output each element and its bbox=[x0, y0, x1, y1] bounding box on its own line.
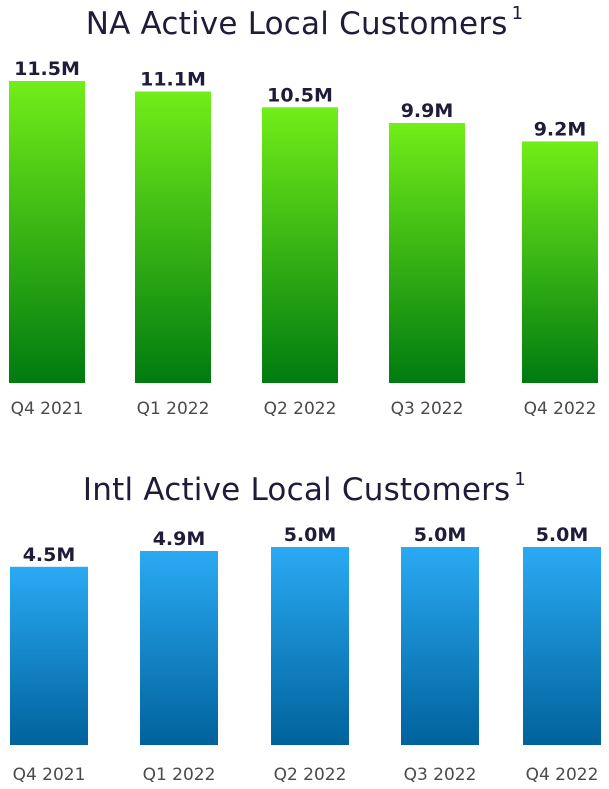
intl-bar-1 bbox=[140, 550, 218, 745]
na-bar-4 bbox=[522, 141, 598, 383]
intl-bar-0 bbox=[10, 566, 88, 745]
na-value-label-0: 11.5M bbox=[14, 58, 80, 80]
na-category-label-2: Q2 2022 bbox=[264, 399, 337, 419]
intl-chart-title: Intl Active Local Customers 1 bbox=[0, 468, 609, 508]
na-value-label-1: 11.1M bbox=[140, 69, 206, 91]
intl-category-label-1: Q1 2022 bbox=[143, 765, 216, 785]
intl-bar-4 bbox=[523, 547, 601, 745]
na-category-label-1: Q1 2022 bbox=[137, 399, 210, 419]
intl-value-label-2: 5.0M bbox=[284, 524, 337, 546]
na-chart-title: NA Active Local Customers 1 bbox=[0, 2, 609, 42]
intl-value-label-4: 5.0M bbox=[536, 524, 589, 546]
intl-value-label-0: 4.5M bbox=[23, 544, 76, 566]
intl-bar-3 bbox=[401, 547, 479, 745]
intl-value-label-3: 5.0M bbox=[414, 524, 467, 546]
na-bar-1 bbox=[135, 91, 211, 384]
na-bar-3 bbox=[389, 123, 465, 383]
na-category-label-4: Q4 2022 bbox=[524, 399, 597, 419]
na-bar-2 bbox=[262, 107, 338, 384]
na-category-label-3: Q3 2022 bbox=[391, 399, 464, 419]
intl-chart-title-text: Intl Active Local Customers bbox=[82, 472, 511, 508]
na-chart-title-text: NA Active Local Customers bbox=[85, 6, 508, 42]
intl-category-label-3: Q3 2022 bbox=[404, 765, 477, 785]
intl-category-label-0: Q4 2021 bbox=[13, 765, 86, 785]
na-value-label-4: 9.2M bbox=[534, 118, 587, 140]
intl-value-label-1: 4.9M bbox=[153, 528, 206, 550]
intl-category-label-4: Q4 2022 bbox=[526, 765, 599, 785]
intl-category-label-2: Q2 2022 bbox=[274, 765, 347, 785]
intl-bar-2 bbox=[271, 547, 349, 745]
intl-chart: 4.5M Q4 2021 4.9M Q1 2022 5.0M Q2 2022 5.0M Q3 … bbox=[10, 524, 601, 785]
intl-footnote-marker: 1 bbox=[514, 468, 527, 490]
na-value-label-2: 10.5M bbox=[267, 84, 333, 106]
na-footnote-marker: 1 bbox=[511, 2, 524, 24]
na-bar-0 bbox=[9, 81, 85, 383]
na-value-label-3: 9.9M bbox=[401, 100, 454, 122]
na-chart: 11.5M Q4 2021 11.1M Q1 2022 10.5M Q2 2022 9.9M… bbox=[9, 58, 598, 419]
na-category-label-0: Q4 2021 bbox=[11, 399, 84, 419]
